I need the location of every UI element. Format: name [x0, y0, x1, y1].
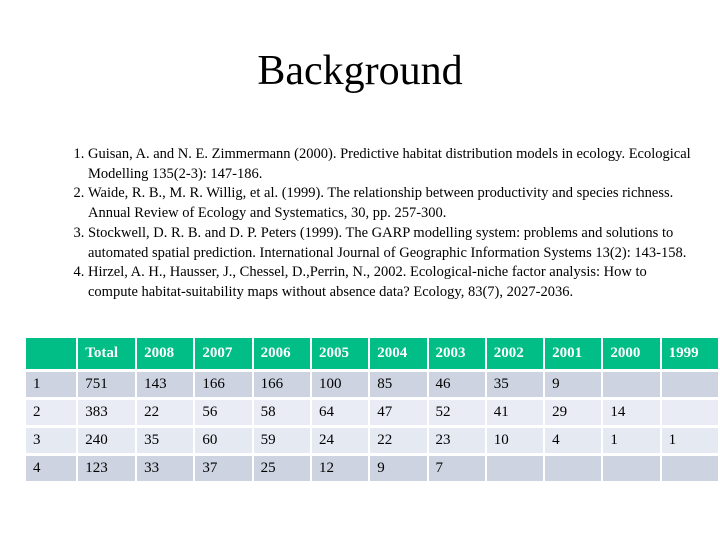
- table-row: 4 123 33 37 25 12 9 7: [26, 456, 718, 481]
- reference-item: Hirzel, A. H., Hausser, J., Chessel, D.,…: [88, 263, 700, 302]
- value-cell: [661, 400, 718, 425]
- page-title: Background: [257, 48, 463, 94]
- value-cell: 751: [78, 372, 136, 397]
- column-header: 2005: [311, 338, 369, 369]
- citations-table: Total 2008 2007 2006 2005 2004 2003 2002 2001 200…: [24, 335, 720, 484]
- column-header: 2001: [545, 338, 602, 369]
- value-cell: 58: [253, 400, 310, 425]
- value-cell: 37: [195, 456, 252, 481]
- value-cell: 14: [603, 400, 660, 425]
- value-cell: 22: [137, 400, 194, 425]
- value-cell: 52: [428, 400, 485, 425]
- column-header: 2006: [253, 338, 310, 369]
- reference-item: Stockwell, D. R. B. and D. P. Peters (19…: [88, 224, 700, 263]
- value-cell: 166: [195, 372, 252, 397]
- table-header-row: Total 2008 2007 2006 2005 2004 2003 2002 2001 200…: [26, 338, 718, 369]
- reference-item: Waide, R. B., M. R. Willig, et al. (1999…: [88, 184, 700, 223]
- column-header: 2003: [428, 338, 485, 369]
- value-cell: 25: [253, 456, 310, 481]
- value-cell: 85: [370, 372, 427, 397]
- value-cell: 10: [486, 428, 544, 453]
- value-cell: 29: [545, 400, 602, 425]
- value-cell: 4: [545, 428, 602, 453]
- table-row: 2 383 22 56 58 64 47 52 41 29 14: [26, 400, 718, 425]
- value-cell: 9: [545, 372, 602, 397]
- value-cell: 123: [78, 456, 136, 481]
- value-cell: [661, 456, 718, 481]
- row-label-cell: 1: [26, 372, 77, 397]
- value-cell: 240: [78, 428, 136, 453]
- value-cell: [603, 456, 660, 481]
- value-cell: 33: [137, 456, 194, 481]
- reference-item: Guisan, A. and N. E. Zimmermann (2000). …: [88, 145, 700, 184]
- value-cell: 46: [428, 372, 485, 397]
- column-header: 2002: [486, 338, 544, 369]
- value-cell: 1: [661, 428, 718, 453]
- value-cell: 23: [428, 428, 485, 453]
- value-cell: 383: [78, 400, 136, 425]
- value-cell: 35: [486, 372, 544, 397]
- value-cell: 22: [370, 428, 427, 453]
- value-cell: 7: [428, 456, 485, 481]
- column-header: Total: [78, 338, 136, 369]
- value-cell: 35: [137, 428, 194, 453]
- value-cell: 100: [311, 372, 369, 397]
- value-cell: 41: [486, 400, 544, 425]
- value-cell: 64: [311, 400, 369, 425]
- value-cell: 56: [195, 400, 252, 425]
- column-header: 2008: [137, 338, 194, 369]
- table-row: 3 240 35 60 59 24 22 23 10 4 1 1: [26, 428, 718, 453]
- value-cell: 9: [370, 456, 427, 481]
- value-cell: 12: [311, 456, 369, 481]
- column-header: 2000: [603, 338, 660, 369]
- column-header: 2007: [195, 338, 252, 369]
- column-header: 2004: [370, 338, 427, 369]
- value-cell: 59: [253, 428, 310, 453]
- value-cell: 24: [311, 428, 369, 453]
- value-cell: 60: [195, 428, 252, 453]
- value-cell: 47: [370, 400, 427, 425]
- value-cell: [661, 372, 718, 397]
- value-cell: 143: [137, 372, 194, 397]
- table-row: 1 751 143 166 166 100 85 46 35 9: [26, 372, 718, 397]
- row-label-cell: 2: [26, 400, 77, 425]
- row-label-cell: 3: [26, 428, 77, 453]
- value-cell: [603, 372, 660, 397]
- row-label-cell: 4: [26, 456, 77, 481]
- corner-header-cell: [26, 338, 77, 369]
- value-cell: 1: [603, 428, 660, 453]
- value-cell: [545, 456, 602, 481]
- column-header: 1999: [661, 338, 718, 369]
- value-cell: 166: [253, 372, 310, 397]
- reference-list: Guisan, A. and N. E. Zimmermann (2000). …: [58, 145, 700, 303]
- value-cell: [486, 456, 544, 481]
